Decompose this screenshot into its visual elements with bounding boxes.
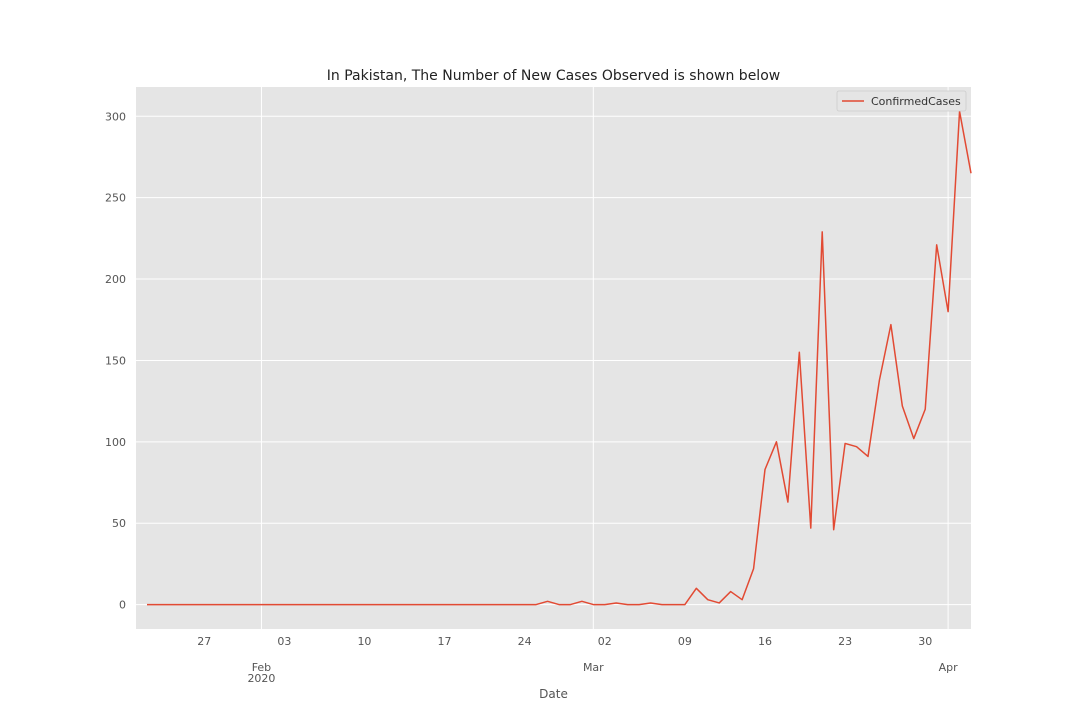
legend-label: ConfirmedCases xyxy=(871,95,961,108)
y-axis-ticks: 0 50 100 150 200 250 300 xyxy=(105,110,126,611)
x-major-tick-label: Feb xyxy=(252,661,271,674)
x-minor-tick-label: 03 xyxy=(277,635,291,648)
legend: ConfirmedCases xyxy=(836,90,967,112)
x-major-tick-label: Mar xyxy=(583,661,604,674)
series-line-confirmedcases xyxy=(147,110,972,606)
x-major-tick-label: Apr xyxy=(939,661,959,674)
x-axis-label: Date xyxy=(539,687,568,701)
x-minor-tick-label: 23 xyxy=(838,635,852,648)
x-minor-tick-label: 02 xyxy=(598,635,612,648)
y-tick-label: 200 xyxy=(105,273,126,286)
x-minor-tick-label: 17 xyxy=(438,635,452,648)
chart-title: In Pakistan, The Number of New Cases Obs… xyxy=(327,68,780,84)
x-minor-tick-label: 27 xyxy=(197,635,211,648)
x-minor-tick-label: 10 xyxy=(357,635,371,648)
y-tick-label: 50 xyxy=(112,517,126,530)
legend-box xyxy=(836,90,967,112)
x-minor-tick-label: 24 xyxy=(518,635,532,648)
y-tick-label: 300 xyxy=(105,110,126,123)
y-tick-label: 100 xyxy=(105,436,126,449)
x-minor-tick-label: 09 xyxy=(678,635,692,648)
x-minor-tick-label: 16 xyxy=(758,635,772,648)
grid-lines xyxy=(136,87,971,629)
y-tick-label: 0 xyxy=(119,599,126,612)
y-tick-label: 150 xyxy=(105,354,126,367)
y-tick-label: 250 xyxy=(105,192,126,205)
x-major-tick-sublabel: 2020 xyxy=(247,672,275,685)
x-minor-tick-label: 30 xyxy=(918,635,932,648)
plot-background xyxy=(136,87,971,629)
